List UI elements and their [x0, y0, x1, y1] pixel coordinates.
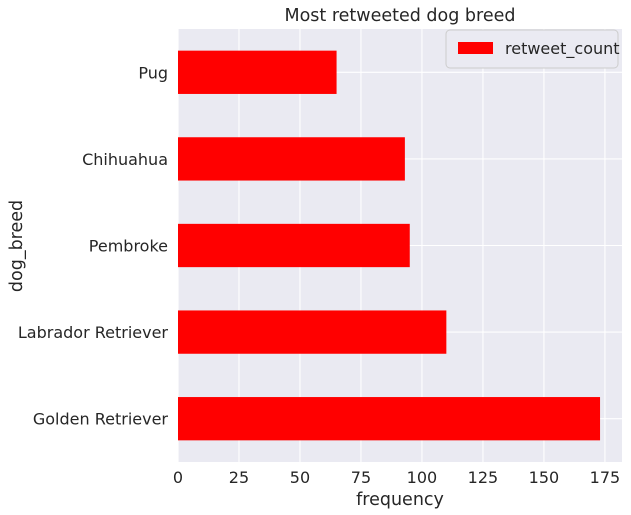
bar-chihuahua	[178, 137, 405, 181]
x-axis-label: frequency	[356, 490, 444, 510]
legend-label-retweet-count: retweet_count	[505, 39, 620, 59]
x-tick-label: 75	[351, 468, 371, 487]
legend-box	[445, 29, 619, 69]
x-tick-label: 100	[407, 468, 438, 487]
y-tick-labels: Golden Retriever Labrador Retriever Pembro…	[18, 63, 169, 428]
x-tick-label: 150	[529, 468, 560, 487]
x-tick-label: 50	[290, 468, 310, 487]
y-tick-label: Pembroke	[89, 237, 168, 256]
y-tick-label: Labrador Retriever	[18, 323, 169, 342]
bar-pug	[178, 50, 337, 94]
y-tick-label: Golden Retriever	[33, 410, 169, 429]
chart-title: Most retweeted dog breed	[285, 6, 516, 26]
x-tick-label: 0	[173, 468, 183, 487]
x-tick-labels: 0 25 50 75 100 125 150 175	[173, 468, 620, 487]
legend: retweet_count	[445, 29, 620, 69]
y-tick-label: Pug	[138, 63, 168, 82]
y-tick-label: Chihuahua	[82, 150, 168, 169]
bar-pembroke	[178, 223, 410, 268]
x-tick-label: 125	[468, 468, 499, 487]
legend-swatch-retweet-count	[458, 42, 493, 54]
x-tick-label: 175	[590, 468, 621, 487]
x-tick-label: 25	[229, 468, 249, 487]
y-axis-label: dog_breed	[7, 200, 27, 292]
bars	[178, 50, 601, 441]
bar-labrador-retriever	[178, 310, 447, 354]
bar-golden-retriever	[178, 397, 601, 441]
